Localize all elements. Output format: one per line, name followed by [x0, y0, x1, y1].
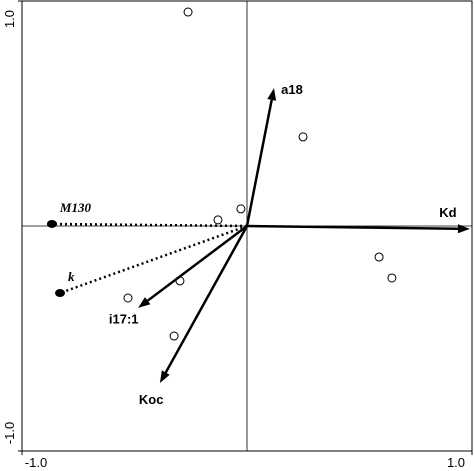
y-tick-label: -1.0	[2, 422, 17, 444]
x-tick-label: -1.0	[25, 455, 47, 470]
vector-label: M130	[59, 200, 92, 215]
sample-point	[213, 215, 223, 225]
vector-end	[46, 219, 57, 228]
sample-point	[298, 132, 308, 142]
vector-line	[146, 225, 248, 302]
sample-point	[123, 293, 133, 303]
vector-label: i17:1	[109, 312, 139, 327]
sample-point	[183, 7, 193, 17]
vector-line	[246, 224, 458, 231]
arrow-head	[457, 224, 470, 234]
vector-label: Koc	[139, 392, 164, 407]
vector-line	[164, 225, 249, 374]
arrow-head	[159, 370, 170, 384]
vector-line	[245, 99, 273, 227]
arrow-head	[138, 297, 151, 308]
vector-label: k	[68, 269, 75, 284]
arrow-head	[267, 88, 277, 101]
sample-point	[387, 273, 397, 283]
sample-point	[169, 331, 179, 341]
y-tick-label: 1.0	[2, 10, 17, 28]
x-tick-label: 1.0	[447, 455, 465, 470]
sample-point	[236, 204, 246, 214]
vector-label: a18	[281, 82, 303, 97]
sample-point	[374, 252, 384, 262]
vector-label: Kd	[439, 205, 456, 220]
vector-end	[55, 289, 66, 298]
vector-line	[59, 224, 248, 295]
